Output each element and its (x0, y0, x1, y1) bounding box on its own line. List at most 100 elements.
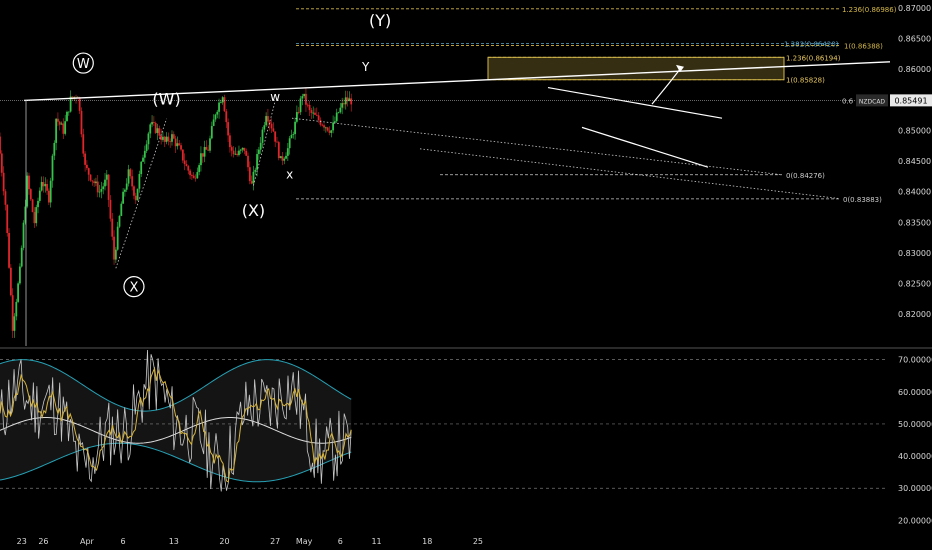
candle-body (40, 182, 43, 191)
candle-body (145, 144, 148, 151)
candle-body (176, 143, 179, 147)
candle-body (319, 120, 322, 125)
candle-body (290, 134, 293, 139)
candle-body (312, 112, 315, 114)
candle-body (229, 135, 231, 148)
candle-body (259, 142, 262, 150)
candle-body (198, 165, 201, 173)
candle-body (190, 175, 193, 176)
candle-body (183, 160, 186, 165)
candle-body (337, 112, 340, 114)
candle-body (29, 189, 32, 200)
fib-label: 1.382(0.86420) (784, 40, 839, 48)
candle-body (37, 200, 39, 208)
candle-body (80, 110, 83, 135)
candle-body (134, 195, 137, 201)
candle-body (328, 130, 331, 133)
candle-body (82, 134, 85, 154)
candle-body (317, 115, 320, 121)
candle-body (167, 136, 170, 142)
osc-signal-line (0, 366, 352, 483)
candle-body (149, 124, 152, 134)
candle-body (187, 166, 190, 171)
candle-body (131, 176, 134, 187)
candle-body (100, 189, 103, 192)
candle-body (288, 138, 291, 149)
candle-body (58, 121, 61, 125)
candle-body (17, 283, 20, 302)
candle-body (203, 147, 206, 157)
candle-body (114, 249, 117, 260)
time-tick-13: 13 (169, 537, 179, 546)
time-tick-23: 23 (17, 537, 27, 546)
candle-body (250, 181, 253, 184)
candle-body (162, 136, 164, 140)
candle-body (180, 145, 182, 150)
candle-body (0, 136, 1, 154)
wave-label-X: X (130, 281, 139, 296)
candle-body (53, 142, 56, 156)
time-tick-Apr: Apr (80, 537, 95, 546)
candle-body (241, 147, 244, 150)
candle-body (109, 199, 112, 219)
candle-body (118, 215, 121, 227)
candle-body (95, 181, 97, 184)
candle-body (4, 191, 7, 205)
candle-body (33, 212, 36, 224)
candle-body (91, 180, 94, 182)
candle-body (205, 147, 208, 150)
candle-body (247, 155, 249, 168)
candle-body (238, 150, 240, 155)
fib-label: 1(0.85828) (786, 77, 825, 85)
candle-body (239, 149, 242, 151)
candle-body (209, 138, 211, 151)
candle-body (223, 97, 226, 112)
fib-label: 0(0.84276) (786, 172, 825, 180)
wedge-top (547, 86, 723, 119)
wave-labels: W (W) Xw x (X) Y (Y) (72, 11, 391, 298)
candle-body (277, 142, 280, 159)
candle-body (125, 183, 128, 190)
price-tick-label: 0.86500 (898, 35, 931, 44)
price-tick-label: 0.84500 (898, 157, 931, 166)
candle-body (120, 203, 123, 216)
candle-body (270, 123, 273, 129)
candle-body (294, 121, 296, 135)
candle-body (38, 190, 41, 201)
candle-body (122, 191, 125, 204)
wave-label-Y: (Y) (369, 11, 391, 30)
time-tick-6: 6 (338, 537, 343, 546)
wave-circle (72, 52, 94, 74)
candle-body (26, 175, 29, 207)
candle-body (323, 125, 325, 128)
osc-tick-label: 30.00000 (898, 484, 932, 493)
candle-body (341, 103, 344, 108)
candle-body (286, 148, 289, 156)
candle-body (314, 112, 316, 115)
candle-body (274, 131, 277, 142)
candle-body (272, 128, 275, 132)
candle-body (127, 169, 130, 184)
candle-body (221, 97, 224, 103)
candle-body (87, 168, 90, 175)
candle-body (51, 155, 54, 181)
candle-body (116, 226, 119, 250)
candle-body (292, 134, 295, 135)
candle-body (279, 156, 282, 159)
candle-body (216, 111, 219, 115)
candle-body (75, 96, 77, 98)
upper-trendline (23, 61, 891, 102)
osc-tick-label: 70.00000 (898, 356, 932, 365)
candle-body (165, 136, 168, 142)
candle-body (243, 147, 246, 151)
candle-body (305, 93, 307, 105)
candle-body (55, 118, 58, 143)
candle-body (219, 102, 222, 104)
candle-body (308, 104, 311, 111)
wave-label-w: w (270, 90, 280, 104)
candle-body (67, 111, 70, 113)
price-tick-label: 0.82000 (898, 310, 931, 319)
candle-body (281, 156, 284, 161)
candle-body (268, 121, 271, 124)
